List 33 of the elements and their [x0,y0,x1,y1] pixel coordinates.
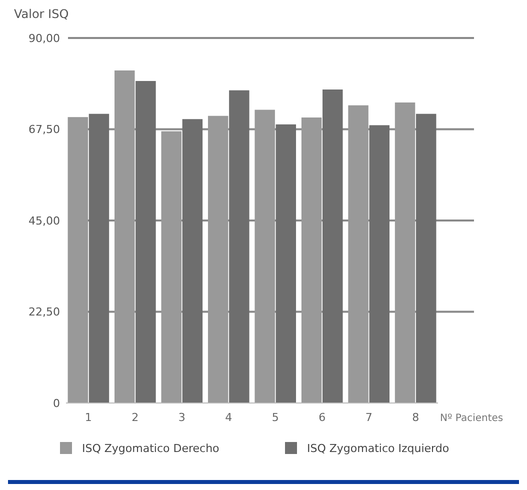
bar [301,117,322,403]
x-tick-label: 3 [178,411,186,424]
legend-label: ISQ Zygomatico Derecho [82,442,220,455]
x-tick-label: 7 [365,411,372,424]
bar [229,90,250,403]
bar [369,125,390,403]
y-tick-label: 22,50 [28,306,60,319]
y-tick-label: 67,50 [28,123,60,136]
x-tick-label: 5 [272,411,279,424]
y-axis-title: Valor ISQ [14,7,69,21]
y-tick-label: 90,00 [28,32,60,45]
bar [348,105,368,403]
y-tick-label: 45,00 [28,214,60,228]
legend-label: ISQ Zygomatico Izquierdo [307,442,450,455]
x-tick-label: 6 [318,411,326,424]
bar [416,114,436,403]
bar [68,117,88,403]
bar [254,110,275,403]
bar [161,131,182,403]
bar [88,114,110,403]
x-tick-label: 8 [412,411,420,424]
y-tick-label: 0 [53,396,60,410]
bar [136,80,156,403]
bar [208,116,228,403]
x-axis-title: Nº Pacientes [440,413,504,424]
bar [322,90,343,403]
bar [276,124,296,403]
bar [114,70,135,403]
bar [182,119,203,403]
bar [394,102,416,403]
x-tick-label: 1 [84,411,92,424]
x-tick-label: 2 [132,411,139,424]
x-tick-label: 4 [225,411,232,424]
